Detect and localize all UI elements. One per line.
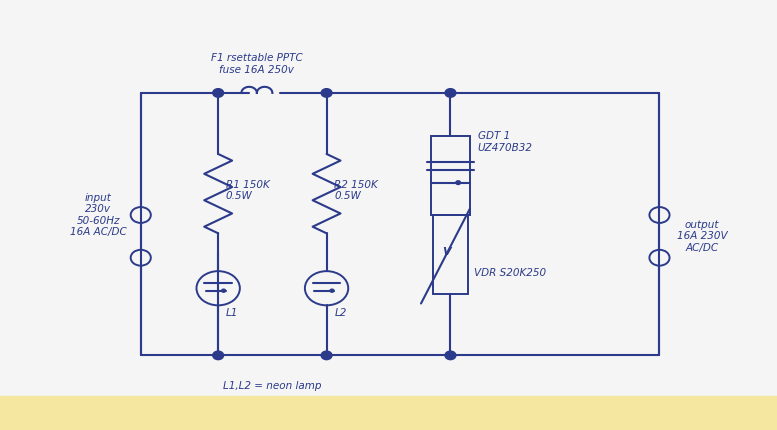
Circle shape [445, 89, 456, 97]
Text: GDT 1
UZ470B32: GDT 1 UZ470B32 [478, 131, 532, 153]
Bar [431, 135, 470, 215]
Circle shape [445, 351, 456, 359]
Text: R2 150K
0.5W: R2 150K 0.5W [334, 180, 378, 201]
Text: L2: L2 [334, 308, 347, 318]
Bar [433, 215, 468, 295]
Circle shape [456, 181, 461, 184]
Text: L1: L1 [226, 308, 239, 318]
Text: L1,L2 = neon lamp: L1,L2 = neon lamp [223, 381, 322, 391]
Circle shape [321, 89, 332, 97]
Circle shape [321, 351, 332, 359]
Circle shape [221, 289, 225, 292]
Text: output
16A 230V
AC/DC: output 16A 230V AC/DC [677, 220, 727, 253]
Text: VDR S20K250: VDR S20K250 [474, 268, 545, 278]
Circle shape [213, 351, 224, 359]
Text: R1 150K
0.5W: R1 150K 0.5W [226, 180, 270, 201]
Text: V: V [442, 247, 451, 257]
Circle shape [330, 289, 334, 292]
Circle shape [213, 89, 224, 97]
Text: input
230v
50-60Hz
16A AC/DC: input 230v 50-60Hz 16A AC/DC [70, 193, 127, 237]
Text: F1 rsettable PPTC
fuse 16A 250v: F1 rsettable PPTC fuse 16A 250v [211, 53, 303, 75]
